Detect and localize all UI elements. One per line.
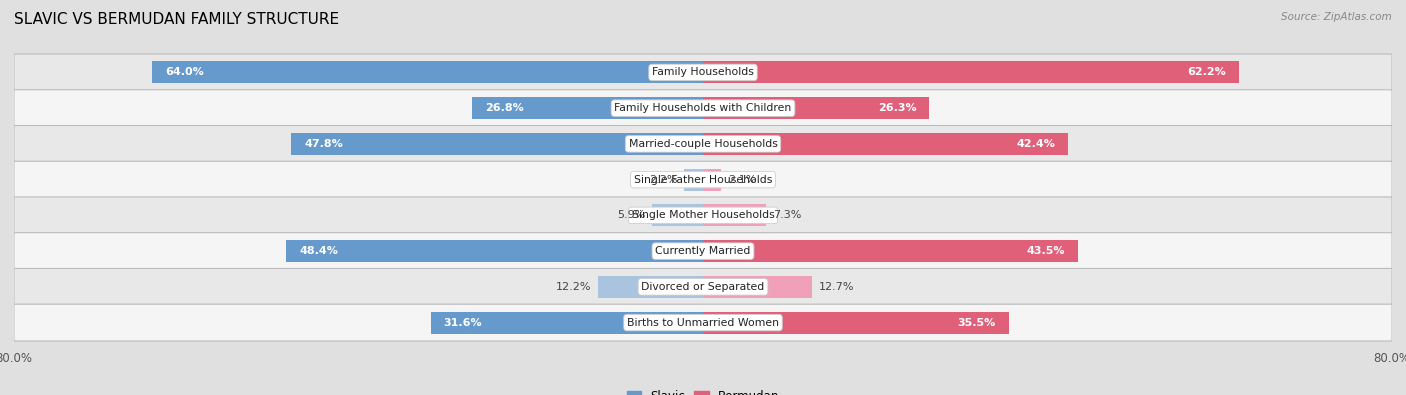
FancyBboxPatch shape [14, 269, 1392, 305]
Text: 2.1%: 2.1% [728, 175, 756, 184]
Text: 42.4%: 42.4% [1017, 139, 1056, 149]
FancyBboxPatch shape [14, 126, 1392, 162]
Bar [291, 133, 703, 155]
Bar [598, 276, 703, 298]
FancyBboxPatch shape [14, 90, 1392, 126]
Text: 5.9%: 5.9% [617, 211, 645, 220]
Text: 35.5%: 35.5% [957, 318, 995, 327]
Text: Family Households with Children: Family Households with Children [614, 103, 792, 113]
Text: Divorced or Separated: Divorced or Separated [641, 282, 765, 292]
Text: 31.6%: 31.6% [444, 318, 482, 327]
Text: Single Father Households: Single Father Households [634, 175, 772, 184]
FancyBboxPatch shape [14, 161, 1392, 198]
FancyBboxPatch shape [14, 304, 1392, 341]
Bar [287, 240, 703, 262]
Bar [685, 169, 703, 191]
Text: 47.8%: 47.8% [304, 139, 343, 149]
Bar [152, 61, 703, 83]
Bar [703, 61, 1239, 83]
Bar [703, 97, 929, 119]
Bar [703, 240, 1077, 262]
Text: Family Households: Family Households [652, 68, 754, 77]
Text: 12.7%: 12.7% [820, 282, 855, 292]
FancyBboxPatch shape [14, 233, 1392, 269]
Text: Currently Married: Currently Married [655, 246, 751, 256]
Text: 12.2%: 12.2% [555, 282, 591, 292]
Text: 2.2%: 2.2% [648, 175, 678, 184]
Text: 64.0%: 64.0% [165, 68, 204, 77]
Text: Source: ZipAtlas.com: Source: ZipAtlas.com [1281, 12, 1392, 22]
Text: SLAVIC VS BERMUDAN FAMILY STRUCTURE: SLAVIC VS BERMUDAN FAMILY STRUCTURE [14, 12, 339, 27]
Bar [703, 169, 721, 191]
Bar [430, 312, 703, 334]
Bar [703, 133, 1069, 155]
Text: 26.8%: 26.8% [485, 103, 524, 113]
Text: 26.3%: 26.3% [877, 103, 917, 113]
Text: 7.3%: 7.3% [773, 211, 801, 220]
Bar [703, 276, 813, 298]
FancyBboxPatch shape [14, 197, 1392, 234]
Legend: Slavic, Bermudan: Slavic, Bermudan [621, 385, 785, 395]
Text: 43.5%: 43.5% [1026, 246, 1064, 256]
Text: 48.4%: 48.4% [299, 246, 337, 256]
Text: 62.2%: 62.2% [1187, 68, 1226, 77]
Bar [703, 312, 1008, 334]
Bar [703, 204, 766, 226]
Bar [652, 204, 703, 226]
Bar [472, 97, 703, 119]
FancyBboxPatch shape [14, 54, 1392, 91]
Text: Married-couple Households: Married-couple Households [628, 139, 778, 149]
Text: Single Mother Households: Single Mother Households [631, 211, 775, 220]
Text: Births to Unmarried Women: Births to Unmarried Women [627, 318, 779, 327]
